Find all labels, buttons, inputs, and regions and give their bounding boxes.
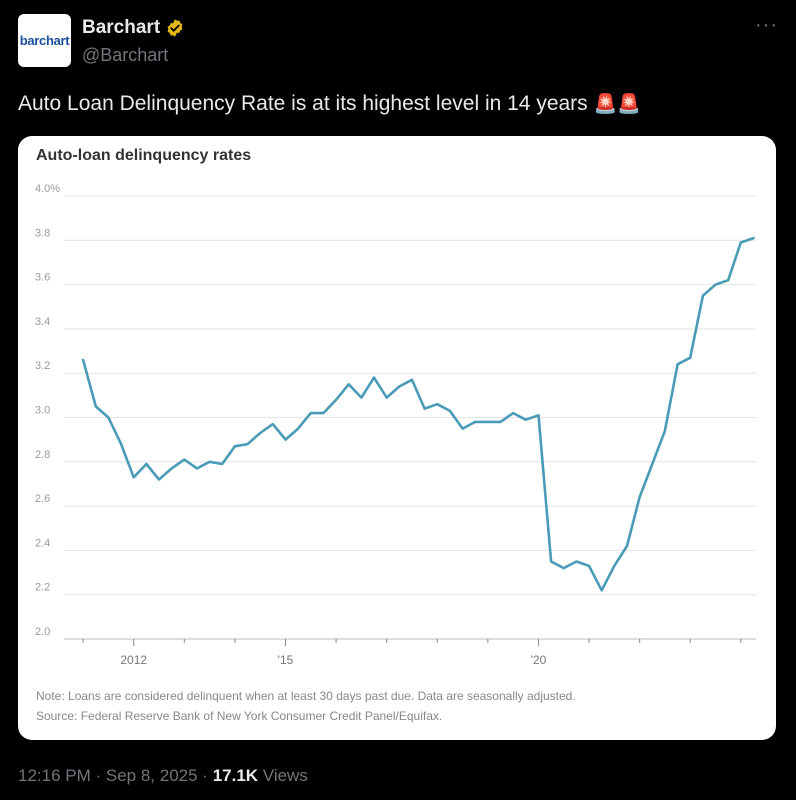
x-tick-label: '20 [531,653,547,667]
y-tick-label: 2.4 [35,537,50,549]
tweet-time[interactable]: 12:16 PM [18,766,91,785]
avatar-logo-text: barchart [19,33,70,48]
views-label: Views [258,766,308,785]
x-tick-label: 2012 [120,653,147,667]
chart-note: Note: Loans are considered delinquent wh… [36,689,576,703]
chart-grid [64,195,756,640]
meta-separator: · [90,766,106,785]
name-row: Barchart [82,17,185,39]
y-tick-label: 3.4 [35,316,50,328]
meta-separator: · [197,766,213,785]
tweet-date[interactable]: Sep 8, 2025 [105,766,198,785]
chart-title: Auto-loan delinquency rates [36,147,251,164]
y-tick-label: 2.0 [35,626,50,638]
y-tick-label: 4.0% [35,183,60,195]
tweet-meta: 12:16 PM · Sep 8, 2025 · 17.1K Views [18,766,308,786]
y-tick-label: 3.6 [35,272,50,284]
views-count: 17.1K [212,766,259,785]
tweet-body: Auto Loan Delinquency Rate is at its hig… [18,92,588,115]
chart-image-card[interactable]: Auto-loan delinquency rates 4.0% 3.8 3.6 3.… [18,136,776,740]
x-tick-label: '15 [278,653,294,667]
y-tick-label: 2.8 [35,449,50,461]
chart-svg: Auto-loan delinquency rates 4.0% 3.8 3.6 3.… [35,147,756,723]
y-tick-label: 3.8 [35,227,50,239]
account-handle[interactable]: @Barchart [82,45,169,65]
chart-source: Source: Federal Reserve Bank of New York… [36,709,442,723]
y-tick-label: 2.2 [35,582,50,594]
display-name[interactable]: Barchart [82,17,161,38]
y-tick-label: 2.6 [35,493,50,505]
avatar[interactable]: barchart [18,14,71,67]
y-axis: 4.0% 3.8 3.6 3.4 3.2 3.0 2.8 2.6 2.4 2.2 2.0 [35,183,60,638]
siren-emoji-icon: 🚨🚨 [593,94,641,115]
series-line [81,236,755,592]
more-options-icon[interactable]: ··· [755,14,778,36]
tweet-header: barchart Barchart @Barchart ··· [18,14,778,74]
y-tick-label: 3.2 [35,360,50,372]
x-axis: 2012 '15 '20 [82,639,742,667]
verified-badge-icon [167,19,183,37]
tweet-text: Auto Loan Delinquency Rate is at its hig… [18,92,641,116]
y-tick-label: 3.0 [35,405,50,417]
